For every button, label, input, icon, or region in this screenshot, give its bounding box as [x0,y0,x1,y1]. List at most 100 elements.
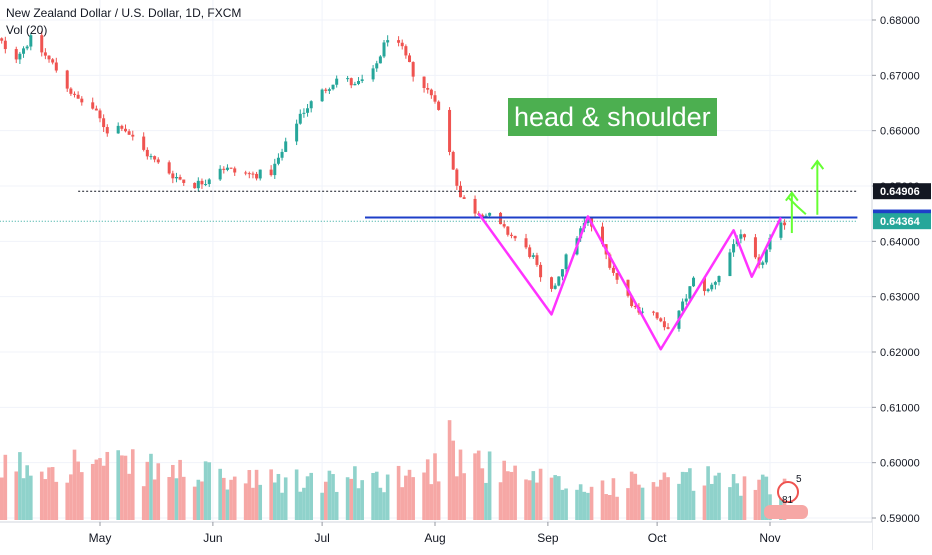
price-tick-label: 0.64000 [880,236,920,248]
head-shoulder-pattern-line[interactable] [477,212,783,351]
volume-bar [345,477,350,520]
candle-body [601,226,604,245]
candle-body [404,46,408,56]
candle-body [458,185,462,198]
candle-body [462,197,466,199]
volume-bar [258,484,263,520]
candle-body [98,110,102,119]
candle-body [320,89,324,102]
candle-body [353,83,357,86]
volume-bar [101,465,106,520]
pattern-annotation-label[interactable]: head & shoulder [508,98,717,136]
candle-body [69,88,73,94]
symbol-title[interactable]: New Zealand Dollar / U.S. Dollar, 1D, FX… [6,6,242,20]
volume-bar [232,476,237,520]
volume-bar [371,472,375,520]
candle-body [692,277,696,287]
candle-body [349,78,353,86]
volume-bar [207,462,212,520]
volume-bar [684,472,689,520]
candle-body [204,184,208,186]
candle-body [222,168,226,170]
volume-bar [436,481,441,520]
price-tick-label: 0.62000 [880,347,920,359]
candle-body [229,167,233,169]
volume-bar [149,453,153,520]
candle-body [14,49,18,60]
candle-body [779,222,783,238]
candle-body [105,127,109,134]
candle-body [506,226,510,235]
volume-bar [706,466,710,520]
candle-body [539,264,543,278]
volume-bar [247,470,252,520]
volume-bar [396,465,401,520]
breakout-arrow-head[interactable] [810,159,825,170]
price-tick-label: 0.66000 [880,126,920,138]
volume-bar [320,492,324,520]
candle-body [193,182,197,189]
indicator-badge[interactable]: 5 81 [764,474,808,519]
volume-bar [25,465,29,520]
volume-bar [564,488,568,520]
time-tick-label: Jun [203,531,222,545]
breakout-retest-arrow[interactable] [787,196,807,215]
candle-body [375,63,379,69]
volume-bar [305,476,310,520]
candle-body [25,46,29,49]
volume-bar [455,476,459,520]
candle-body [426,87,430,90]
candle-body [550,277,554,289]
volume-bar [192,486,197,520]
candle-body [280,151,284,158]
candle-body [309,101,313,109]
volume-bar [742,476,747,520]
candle-body [717,276,721,283]
volume-bar [349,478,354,520]
volume-bar [527,480,532,520]
candle-body [131,134,135,137]
badge-bottom-label: 81 [782,495,794,506]
volume-bar [589,486,594,520]
price-label-box[interactable] [873,183,931,200]
volume-bar [487,451,492,520]
candle-body [207,179,211,185]
volume-bar [538,468,543,520]
candle-body [174,176,178,179]
volume-bar [353,466,357,520]
candle-body [196,180,200,189]
time-tick-label: May [89,531,112,545]
candle-body [553,285,557,289]
candle-body [360,79,364,82]
volume-indicator-label[interactable]: Vol (20) [6,23,48,37]
volume-bar [757,479,761,520]
candle-body [411,62,415,77]
volume-bar [14,471,19,520]
candle-body [524,238,528,248]
badge-top-label: 5 [796,474,802,485]
candle-body [586,217,590,223]
candle-body [80,98,84,103]
candle-body [346,78,350,80]
candle-body [557,276,561,286]
volume-bar [400,487,405,520]
candle-body [531,255,535,257]
volume-bar [604,494,608,520]
volume-bar [731,474,736,520]
volume-bar [429,484,434,520]
price-label-text: 0.64364 [880,216,921,228]
price-label-box[interactable] [873,213,931,230]
volume-bar [753,489,758,520]
candle-body [225,167,229,170]
candle-body [298,113,302,124]
candle-body [357,81,361,84]
volume-bar [385,474,390,520]
volume-bar [717,472,721,520]
volume-bar [69,474,73,520]
candle-body [743,234,747,238]
volume-bar [269,469,273,520]
candle-body [54,62,58,71]
volume-bar [3,454,8,520]
